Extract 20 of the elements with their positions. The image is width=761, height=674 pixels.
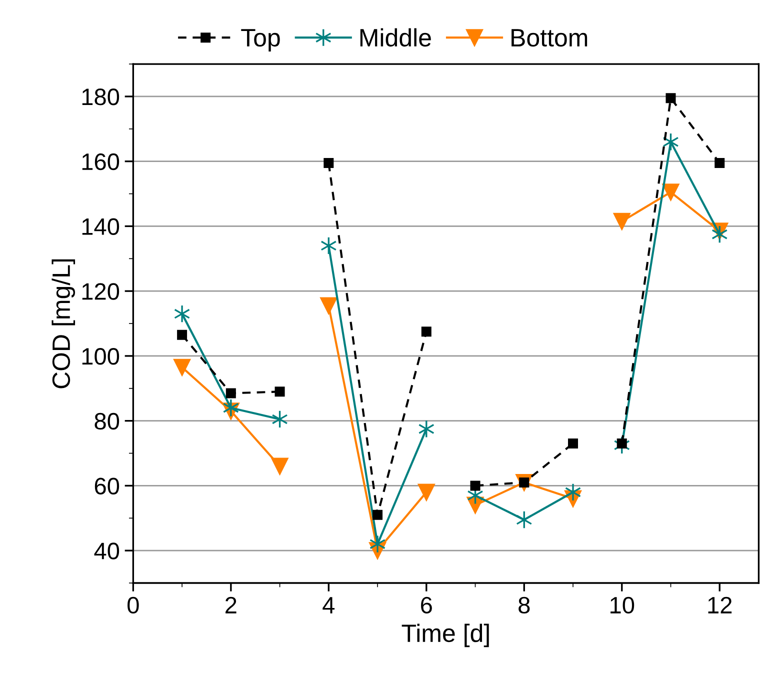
y-tick-label: 180 [82, 88, 120, 106]
y-tick-label: 60 [94, 478, 120, 494]
x-tick-label: 6 [421, 596, 432, 614]
y-axis-title: COD [mg/L] [52, 259, 76, 388]
x-axis-title: Time [d] [402, 624, 489, 648]
legend-label: Bottom [512, 29, 588, 47]
legend-label: Middle [360, 28, 431, 47]
x-tick-label: 0 [128, 596, 139, 614]
x-tick-label: 8 [518, 596, 530, 614]
y-tick-label: 120 [82, 283, 120, 300]
x-tick-label: 2 [226, 596, 236, 614]
y-tick-label: 140 [82, 218, 120, 235]
y-tick-label: 80 [94, 412, 120, 430]
legend-label: Top [241, 29, 280, 52]
y-tick-label: 160 [82, 153, 120, 170]
y-tick-label: 100 [82, 348, 120, 365]
y-tick-label: 40 [94, 542, 120, 560]
x-tick-label: 12 [708, 596, 732, 614]
x-tick-label: 4 [322, 597, 335, 614]
x-tick-label: 10 [610, 596, 634, 614]
